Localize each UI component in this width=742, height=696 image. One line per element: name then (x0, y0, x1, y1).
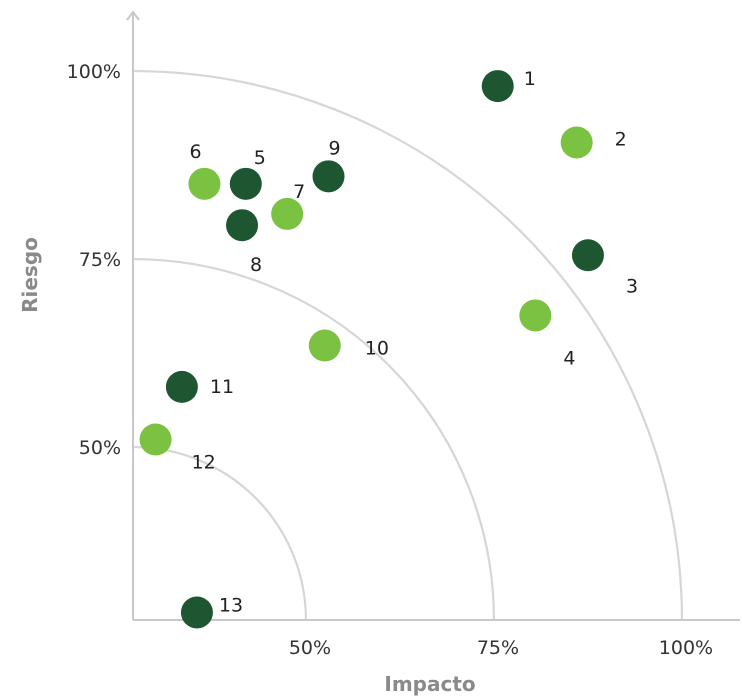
axes-group (126, 10, 740, 621)
point-6 (188, 167, 221, 200)
point-label-13: 13 (219, 594, 243, 616)
point-label-1: 1 (524, 68, 536, 90)
y-tick-label-50: 50% (79, 437, 121, 459)
y-axis-arrow (126, 10, 140, 21)
point-label-11: 11 (210, 376, 234, 398)
y-axis-title: Riesgo (18, 237, 42, 313)
arc-100 (132, 69, 684, 621)
point-label-3: 3 (626, 275, 638, 297)
ticks-group: 50% 75% 100% 50% 75% 100% (67, 61, 713, 659)
point-10 (308, 329, 341, 362)
point-label-10: 10 (365, 338, 389, 360)
point-3 (571, 239, 604, 272)
point-2 (560, 126, 593, 159)
point-13 (180, 596, 213, 629)
point-label-7: 7 (293, 181, 305, 203)
x-tick-label-75: 75% (477, 637, 519, 659)
point-label-2: 2 (615, 128, 627, 150)
point-label-4: 4 (563, 347, 575, 369)
arc-50 (132, 445, 308, 621)
point-label-12: 12 (192, 452, 216, 474)
point-label-5: 5 (254, 147, 266, 169)
point-label-9: 9 (329, 137, 341, 159)
point-label-8: 8 (250, 254, 262, 276)
x-tick-label-50: 50% (289, 637, 331, 659)
x-tick-label-100: 100% (659, 637, 713, 659)
point-9 (312, 160, 345, 193)
point-1 (481, 70, 514, 103)
point-label-6: 6 (189, 141, 201, 163)
arc-75 (132, 257, 496, 621)
y-tick-label-100: 100% (67, 61, 121, 83)
point-5 (229, 167, 262, 200)
point-11 (165, 370, 198, 403)
x-axis-title: Impacto (384, 672, 475, 696)
point-8 (226, 209, 259, 242)
point-12 (139, 423, 172, 456)
point-4 (519, 299, 552, 332)
y-tick-label-75: 75% (79, 249, 121, 271)
arcs-group (132, 69, 684, 621)
point-7 (271, 197, 304, 230)
